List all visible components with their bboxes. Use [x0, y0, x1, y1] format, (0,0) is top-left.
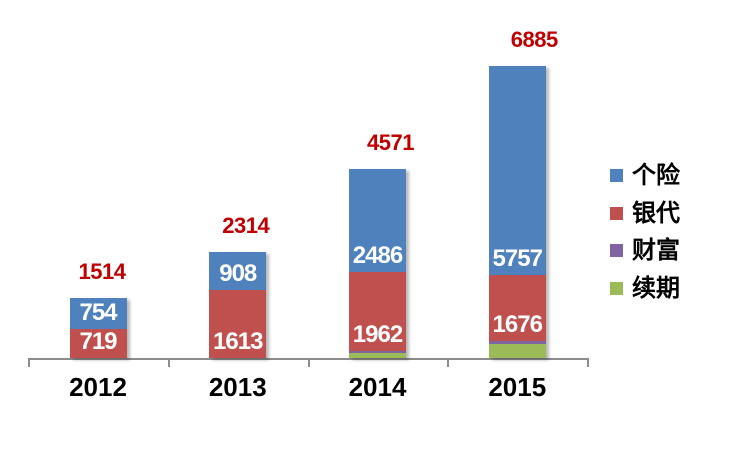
legend-label-个险: 个险: [632, 162, 680, 189]
value-label-个险-2015: 5757: [492, 245, 543, 272]
bar-segment-个险-2015: 5757: [488, 66, 546, 275]
total-label-2012: 1514: [78, 259, 126, 284]
bar-segment-银代-2015: 1676: [488, 275, 546, 341]
x-axis-label-2015: 2015: [488, 372, 547, 402]
legend-swatch-银代: [610, 206, 623, 220]
x-axis-label-2014: 2014: [348, 372, 407, 402]
x-axis-label-2012: 2012: [69, 372, 127, 402]
value-label-银代-2015: 1676: [492, 311, 543, 338]
legend-label-续期: 续期: [632, 274, 680, 302]
bar-segment-银代-2014: 1962: [349, 272, 406, 351]
bar-2015: 5757 1676: [488, 66, 546, 358]
x-axis-tick-3: [447, 358, 450, 367]
x-axis-tick-2: [307, 358, 310, 367]
bar-segment-个险-2014: 2486: [349, 169, 406, 272]
bar-segment-续期-2014: [349, 353, 406, 358]
legend-item-财富: 财富: [610, 238, 680, 263]
legend-label-银代: 银代: [632, 199, 680, 227]
legend-swatch-续期: [610, 281, 623, 295]
bar-2012: 754 719: [69, 298, 127, 358]
legend-swatch-财富: [610, 244, 623, 257]
legend-item-银代: 银代: [610, 201, 680, 226]
value-label-银代-2014: 1962: [352, 321, 403, 348]
bar-2013: 908 1613: [209, 252, 267, 358]
value-label-个险-2012: 754: [79, 299, 117, 326]
bar-segment-财富-2014: [349, 351, 406, 353]
legend: 个险 银代 财富 续期: [610, 163, 680, 313]
bar-segment-银代-2012: 719: [69, 328, 127, 358]
value-label-银代-2013: 1613: [213, 328, 263, 355]
x-axis-tick-0: [28, 358, 30, 367]
x-axis-tick-4: [587, 358, 589, 367]
bar-segment-个险-2012: 754: [69, 298, 127, 329]
legend-label-财富: 财富: [632, 237, 680, 264]
value-label-银代-2012: 719: [79, 328, 117, 355]
total-label-2014: 4571: [367, 130, 414, 155]
bar-segment-银代-2013: 1613: [209, 290, 267, 358]
bar-2014: 2486 1962: [349, 169, 406, 358]
legend-item-续期: 续期: [610, 276, 680, 301]
value-label-个险-2013: 908: [219, 260, 257, 287]
value-label-个险-2014: 2486: [352, 242, 403, 269]
bar-segment-财富-2015: [488, 341, 546, 344]
x-axis-label-2013: 2013: [208, 372, 267, 402]
total-label-2013: 2314: [222, 213, 270, 238]
bar-segment-续期-2015: [488, 344, 546, 358]
legend-swatch-个险: [610, 169, 623, 182]
x-axis-tick-1: [167, 358, 170, 367]
total-label-2015: 6885: [510, 27, 558, 52]
bar-segment-个险-2013: 908: [209, 252, 267, 290]
legend-item-个险: 个险: [610, 163, 680, 188]
